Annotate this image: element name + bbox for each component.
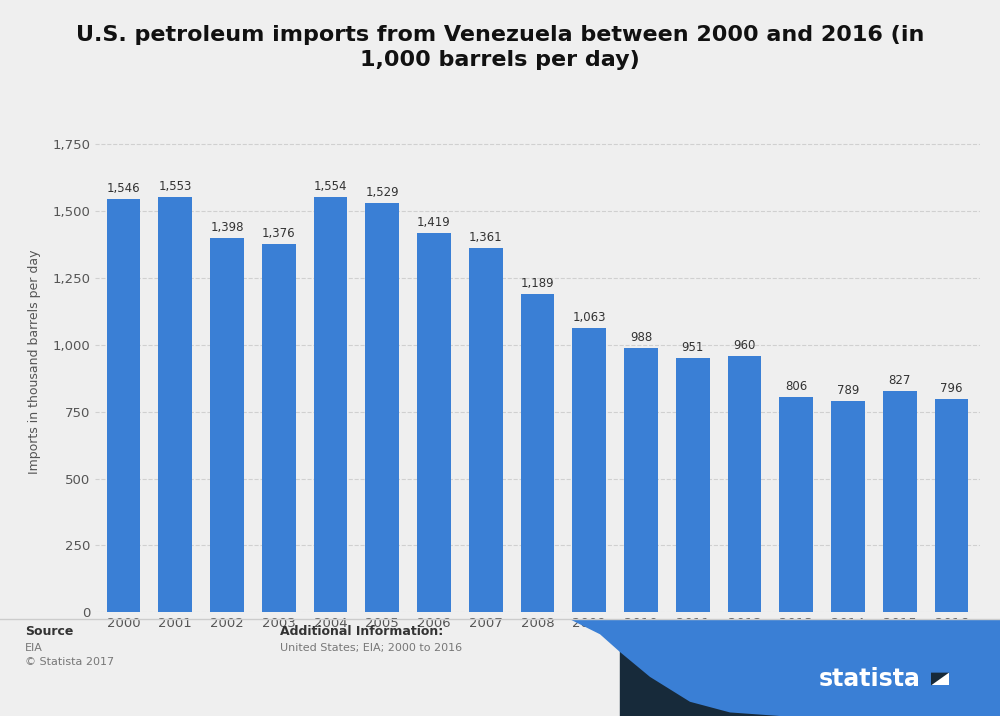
Text: Source: Source	[25, 625, 73, 638]
Text: 806: 806	[785, 379, 807, 392]
Text: United States; EIA; 2000 to 2016: United States; EIA; 2000 to 2016	[280, 643, 462, 653]
PathPatch shape	[570, 619, 1000, 716]
Text: 1,546: 1,546	[107, 182, 140, 195]
Bar	[521, 294, 554, 612]
Text: 796: 796	[940, 382, 963, 395]
Text: EIA
© Statista 2017: EIA © Statista 2017	[25, 643, 114, 667]
Bar	[883, 391, 917, 612]
Text: 951: 951	[682, 341, 704, 354]
Polygon shape	[931, 672, 949, 685]
Bar	[728, 356, 761, 612]
Text: 1,189: 1,189	[521, 277, 554, 291]
Text: 1,376: 1,376	[262, 228, 296, 241]
Bar	[935, 400, 968, 612]
Bar	[210, 238, 244, 612]
Bar	[365, 203, 399, 612]
Text: statista: statista	[819, 667, 921, 691]
Y-axis label: Imports in thousand barrels per day: Imports in thousand barrels per day	[28, 249, 41, 474]
Text: 789: 789	[837, 384, 859, 397]
Bar	[262, 244, 296, 612]
Bar	[624, 348, 658, 612]
Text: 1,361: 1,361	[469, 231, 503, 244]
Polygon shape	[600, 619, 1000, 716]
Text: 1,554: 1,554	[314, 180, 347, 193]
Text: 1,398: 1,398	[210, 221, 244, 234]
Text: 1,063: 1,063	[573, 311, 606, 324]
Text: 1,553: 1,553	[159, 180, 192, 193]
Bar	[314, 197, 347, 612]
Bar	[107, 199, 140, 612]
Polygon shape	[620, 619, 1000, 716]
Bar	[831, 401, 865, 612]
Bar	[158, 197, 192, 612]
Text: 1,419: 1,419	[417, 216, 451, 229]
Bar	[931, 672, 949, 685]
Bar	[779, 397, 813, 612]
Text: U.S. petroleum imports from Venezuela between 2000 and 2016 (in
1,000 barrels pe: U.S. petroleum imports from Venezuela be…	[76, 25, 924, 70]
Text: 827: 827	[889, 374, 911, 387]
Bar	[676, 358, 710, 612]
Text: 988: 988	[630, 331, 652, 344]
Bar	[572, 328, 606, 612]
Text: 1,529: 1,529	[365, 186, 399, 200]
Bar	[417, 233, 451, 612]
Bar	[469, 248, 503, 612]
Text: 960: 960	[733, 339, 756, 352]
Text: Additional Information:: Additional Information:	[280, 625, 443, 638]
